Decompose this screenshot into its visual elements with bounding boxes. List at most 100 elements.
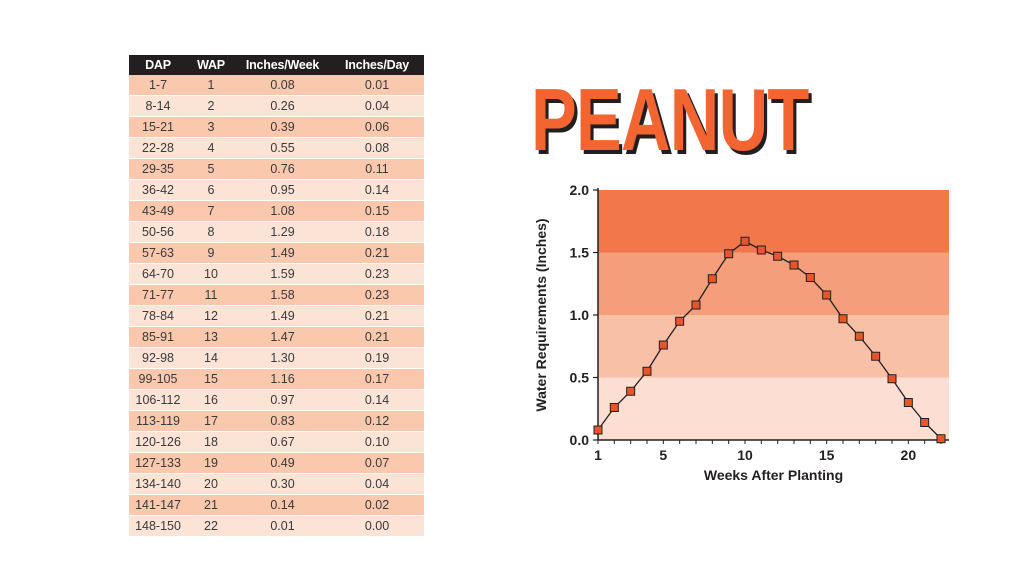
cell-wap: 19 [187, 452, 235, 474]
y-tick-label: 2.0 [570, 182, 590, 198]
data-point [871, 351, 881, 361]
x-tick-label: 1 [594, 447, 602, 463]
cell-wap: 4 [187, 137, 235, 159]
cell-inches-day: 0.21 [330, 242, 424, 264]
cell-dap: 85-91 [129, 326, 187, 348]
cell-dap: 78-84 [129, 305, 187, 327]
table-row: 85-91 13 1.47 0.21 [129, 326, 424, 348]
header-inches-day: Inches/Day [330, 55, 424, 75]
cell-inches-week: 1.29 [235, 221, 330, 243]
table-row: 22-28 4 0.55 0.08 [129, 137, 424, 159]
header-inches-week: Inches/Week [235, 55, 330, 75]
cell-dap: 57-63 [129, 242, 187, 264]
cell-inches-day: 0.07 [330, 452, 424, 474]
data-point [756, 245, 766, 255]
cell-wap: 9 [187, 242, 235, 264]
cell-inches-week: 1.30 [235, 347, 330, 369]
cell-wap: 18 [187, 431, 235, 453]
cell-inches-week: 0.95 [235, 179, 330, 201]
background-band-3 [598, 252, 949, 315]
cell-inches-week: 1.16 [235, 368, 330, 390]
cell-dap: 15-21 [129, 116, 187, 138]
data-point [822, 290, 832, 300]
data-point [789, 260, 799, 270]
y-tick-label: 0.0 [570, 432, 590, 448]
cell-dap: 43-49 [129, 200, 187, 222]
table-header-row: DAP WAP Inches/Week Inches/Day [129, 55, 424, 75]
data-point [609, 403, 619, 412]
table-row: 92-98 14 1.30 0.19 [129, 347, 424, 369]
cell-dap: 127-133 [129, 452, 187, 474]
cell-wap: 2 [187, 95, 235, 117]
cell-dap: 92-98 [129, 347, 187, 369]
cell-inches-day: 0.21 [330, 326, 424, 348]
cell-inches-day: 0.18 [330, 221, 424, 243]
cell-wap: 17 [187, 410, 235, 432]
cell-inches-week: 0.14 [235, 494, 330, 516]
table-row: 106-112 16 0.97 0.14 [129, 389, 424, 411]
cell-inches-day: 0.04 [330, 473, 424, 495]
cell-dap: 71-77 [129, 284, 187, 306]
cell-inches-week: 0.08 [235, 75, 330, 96]
data-point [642, 366, 652, 376]
table-row: 1-7 1 0.08 0.01 [129, 75, 424, 96]
y-tick-label: 0.5 [570, 370, 590, 386]
cell-wap: 13 [187, 326, 235, 348]
cell-inches-week: 1.59 [235, 263, 330, 285]
cell-dap: 29-35 [129, 158, 187, 180]
background-band-1 [598, 377, 949, 440]
cell-wap: 1 [187, 75, 235, 96]
table-row: 15-21 3 0.39 0.06 [129, 116, 424, 138]
cell-inches-week: 0.49 [235, 452, 330, 474]
cell-inches-day: 0.04 [330, 95, 424, 117]
cell-inches-week: 0.39 [235, 116, 330, 138]
cell-dap: 36-42 [129, 179, 187, 201]
data-point [838, 314, 848, 324]
data-point [920, 418, 930, 427]
data-point [691, 300, 701, 310]
cell-dap: 148-150 [129, 515, 187, 537]
y-tick-label: 1.0 [570, 307, 590, 323]
x-tick-label: 20 [901, 447, 917, 463]
data-point [626, 386, 636, 396]
background-band-4 [598, 190, 949, 253]
table-body: 1-7 1 0.08 0.01 8-14 2 0.26 0.04 15-21 3 0.39 0.06 2… [129, 75, 424, 537]
chart-title: PEANUT [531, 70, 809, 169]
data-point [658, 340, 668, 350]
cell-wap: 11 [187, 284, 235, 306]
cell-inches-day: 0.11 [330, 158, 424, 180]
cell-wap: 16 [187, 389, 235, 411]
cell-wap: 14 [187, 347, 235, 369]
cell-inches-week: 0.67 [235, 431, 330, 453]
cell-inches-day: 0.00 [330, 515, 424, 537]
cell-wap: 15 [187, 368, 235, 390]
table-row: 50-56 8 1.29 0.18 [129, 221, 424, 243]
cell-wap: 7 [187, 200, 235, 222]
cell-inches-week: 0.30 [235, 473, 330, 495]
cell-inches-week: 0.01 [235, 515, 330, 537]
table-row: 64-70 10 1.59 0.23 [129, 263, 424, 285]
data-point [887, 374, 897, 384]
table-row: 141-147 21 0.14 0.02 [129, 494, 424, 516]
cell-inches-week: 0.55 [235, 137, 330, 159]
cell-dap: 1-7 [129, 75, 187, 96]
cell-inches-week: 0.76 [235, 158, 330, 180]
data-point [936, 434, 946, 444]
cell-inches-week: 0.26 [235, 95, 330, 117]
table-row: 29-35 5 0.76 0.11 [129, 158, 424, 180]
cell-wap: 22 [187, 515, 235, 537]
data-point [740, 236, 750, 246]
cell-inches-day: 0.06 [330, 116, 424, 138]
table-row: 120-126 18 0.67 0.10 [129, 431, 424, 453]
x-tick-label: 5 [659, 447, 667, 463]
table-row: 57-63 9 1.49 0.21 [129, 242, 424, 264]
cell-inches-week: 1.47 [235, 326, 330, 348]
cell-dap: 22-28 [129, 137, 187, 159]
data-point [707, 274, 717, 284]
cell-inches-day: 0.08 [330, 137, 424, 159]
cell-inches-day: 0.21 [330, 305, 424, 327]
cell-inches-day: 0.14 [330, 389, 424, 411]
cell-inches-week: 1.49 [235, 242, 330, 264]
cell-wap: 8 [187, 221, 235, 243]
